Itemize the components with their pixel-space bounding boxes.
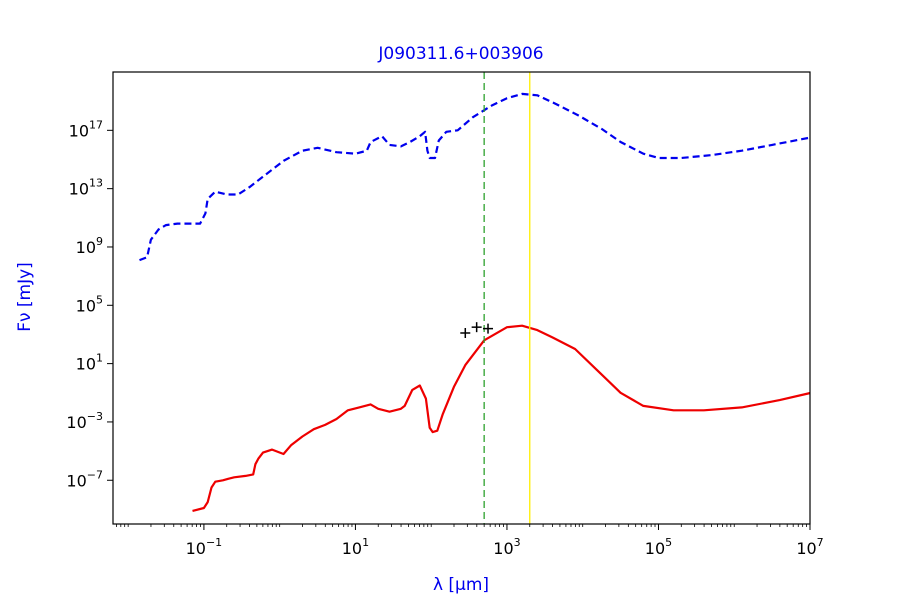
y-tick-label: 10−7 <box>66 468 103 490</box>
y-tick-label: 105 <box>76 293 103 315</box>
y-tick-label: 10−3 <box>66 410 103 432</box>
axis-ticks: 10−1 101 103 105 107 10−7 10−3 101 105 109 1013 101… <box>66 118 823 558</box>
x-tick-label: 10−1 <box>186 536 223 558</box>
x-tick-label: 101 <box>342 536 369 558</box>
data-point-marker <box>483 323 494 334</box>
data-point-marker <box>471 322 482 333</box>
y-tick-label: 101 <box>76 352 103 374</box>
plot-clipped-group <box>139 72 810 524</box>
data-point-marker <box>460 327 471 338</box>
chart-title: J090311.6+003906 <box>377 44 543 64</box>
y-tick-label: 1017 <box>69 118 103 140</box>
plot-area <box>139 72 810 524</box>
axes-frame <box>112 71 811 525</box>
x-tick-label: 103 <box>493 536 520 558</box>
y-tick-label: 109 <box>76 235 103 257</box>
y-tick-label: 1013 <box>69 177 103 199</box>
x-tick-label: 107 <box>796 536 823 558</box>
y-axis-label: Fν [mJy] <box>15 262 35 332</box>
x-axis-label: λ [μm] <box>433 575 489 595</box>
sed-series-line-1 <box>139 92 810 262</box>
x-tick-label: 105 <box>645 536 672 558</box>
sed-series-line-2 <box>192 324 810 512</box>
